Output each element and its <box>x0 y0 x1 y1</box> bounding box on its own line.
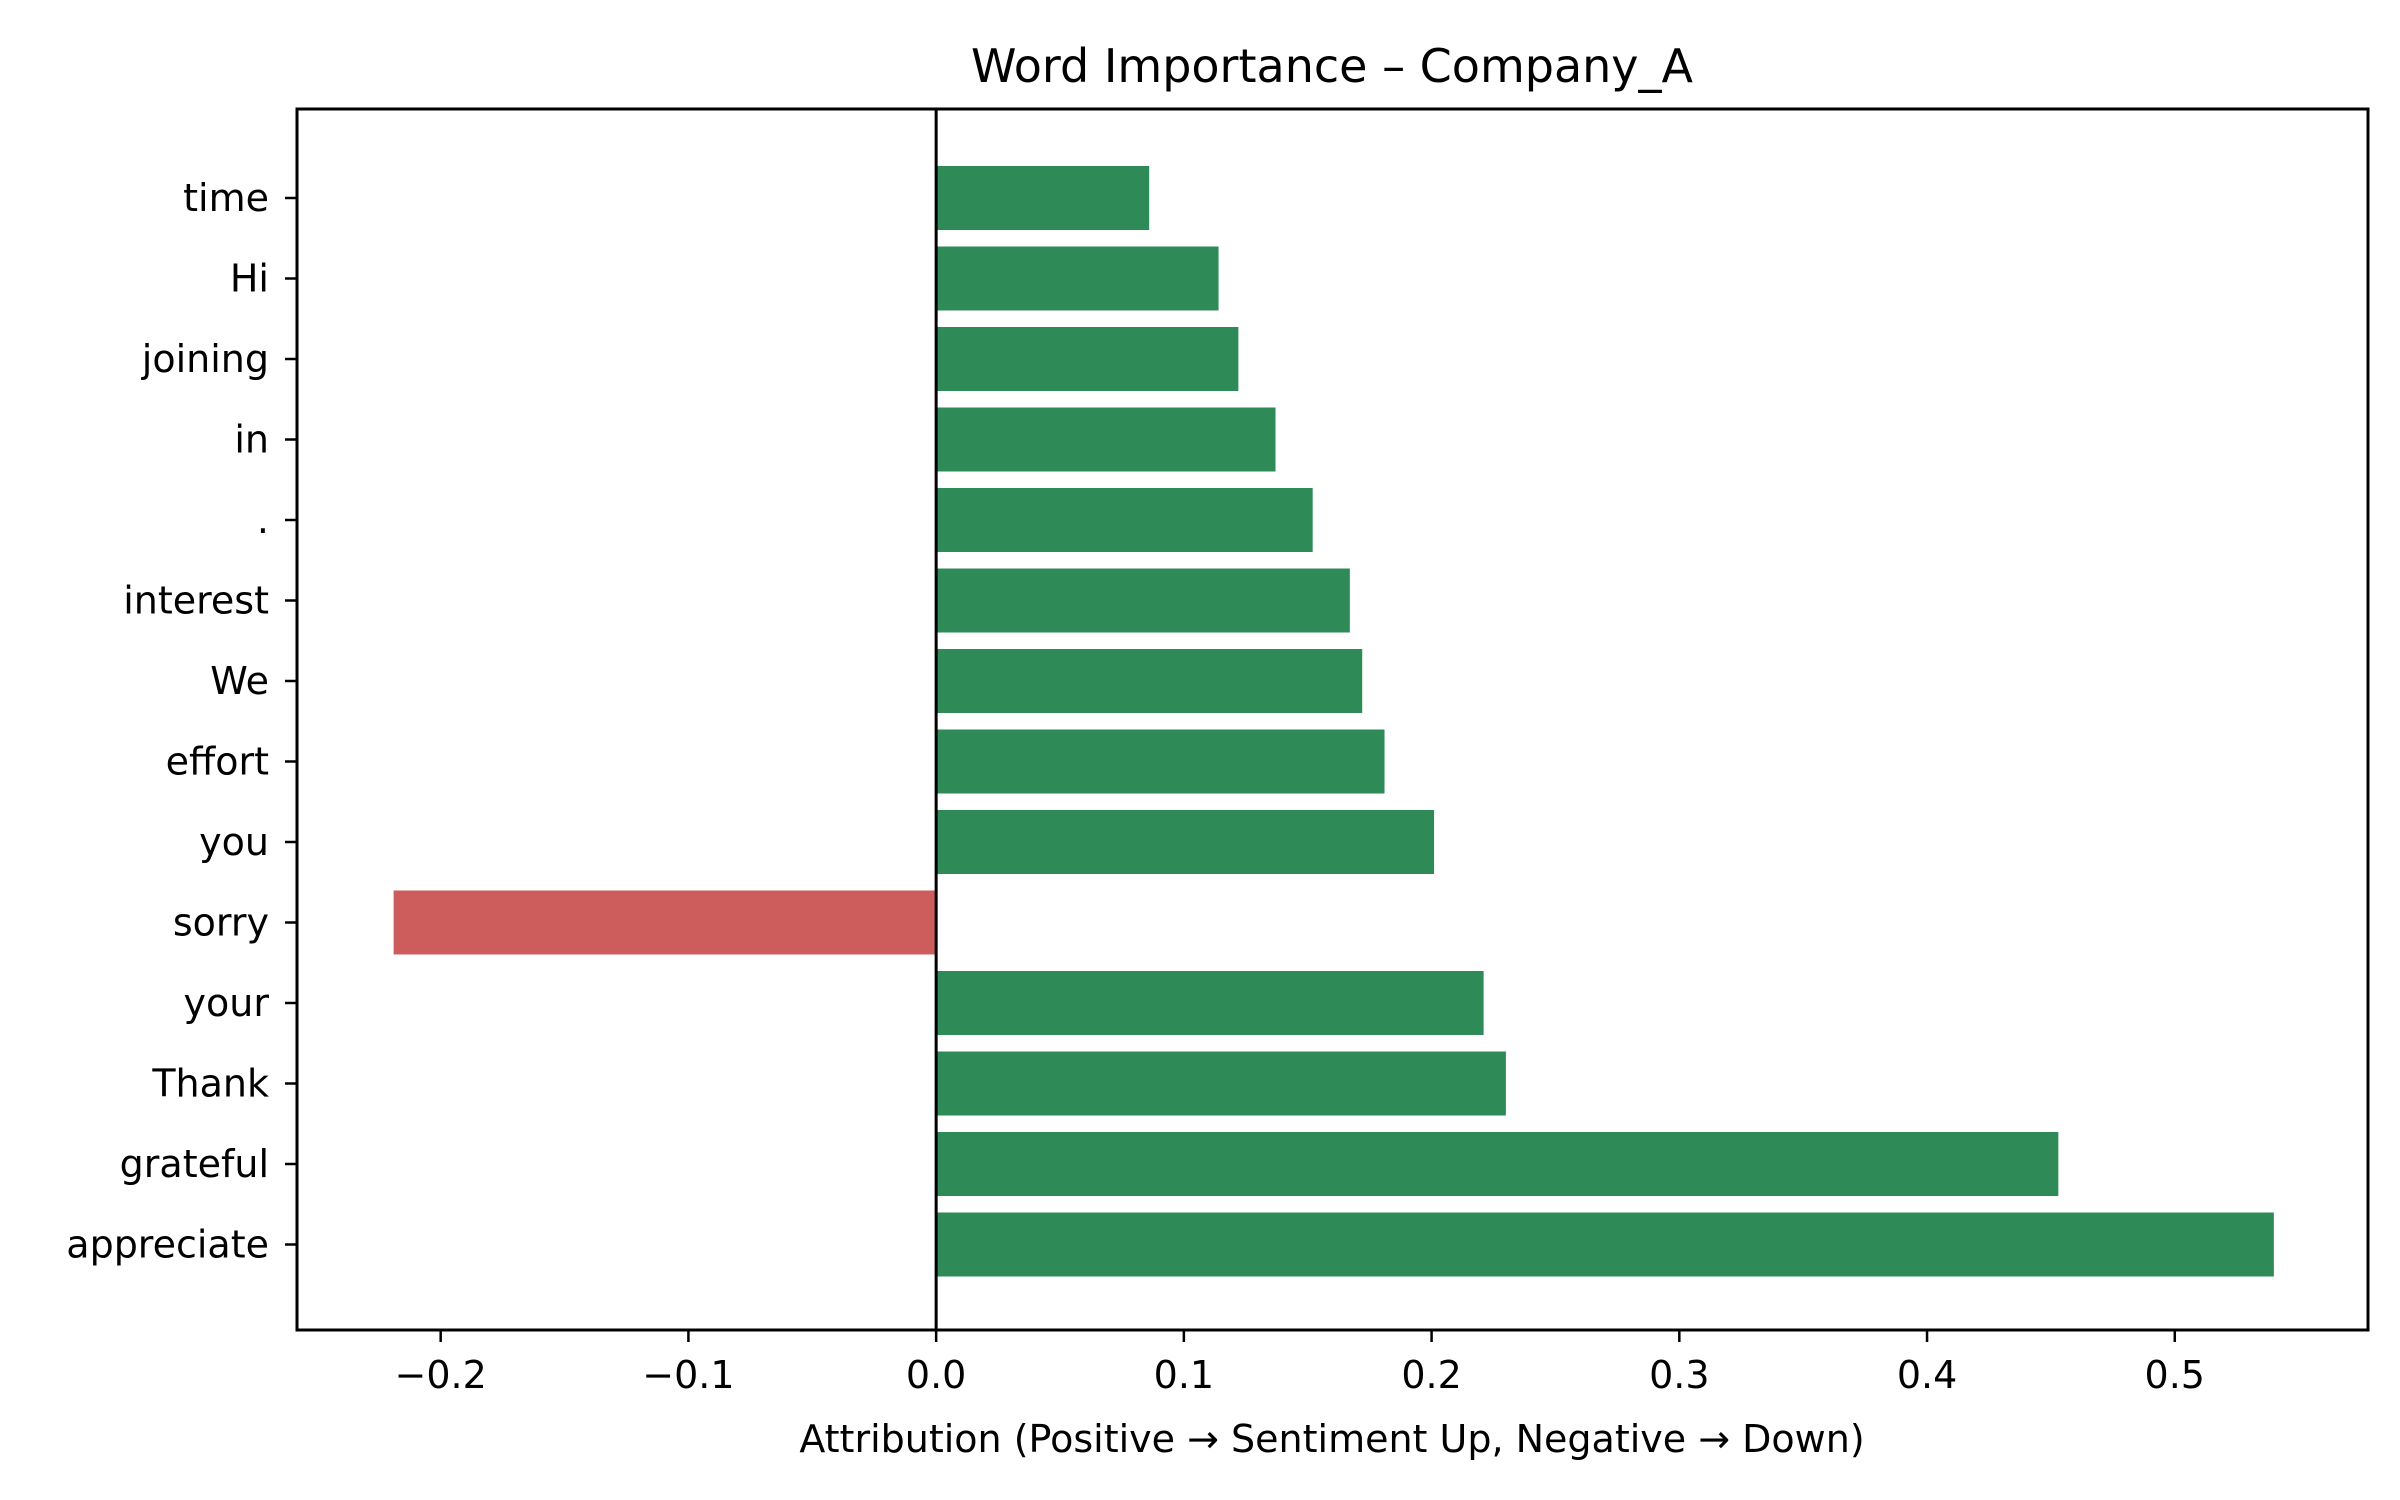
y-tick-label: interest <box>123 579 269 623</box>
y-tick-label: . <box>257 498 269 542</box>
bar-appreciate <box>936 1212 2274 1277</box>
x-tick-label: 0.4 <box>1897 1353 1957 1397</box>
bar-effort <box>936 729 1385 794</box>
y-tick-label: grateful <box>120 1142 269 1186</box>
plot-frame <box>295 107 2370 1332</box>
x-tick-label: 0.0 <box>906 1353 966 1397</box>
x-tick-label: 0.1 <box>1154 1353 1214 1397</box>
bar-you <box>936 810 1435 874</box>
bar-in <box>936 407 1276 472</box>
x-tick-label: 0.5 <box>2145 1353 2205 1397</box>
y-axis: time Hi joining in. interest We effort you sorry… <box>66 176 297 1267</box>
x-axis-label: Attribution (Positive → Sentiment Up, Ne… <box>799 1417 1864 1461</box>
y-tick-label: sorry <box>173 901 269 945</box>
y-tick-label: time <box>183 176 269 220</box>
bar-sorry <box>393 890 937 955</box>
chart-title: Word Importance – Company_A <box>971 39 1694 93</box>
bar-thank <box>936 1051 1506 1116</box>
bar-your <box>936 971 1484 1035</box>
y-tick-label: your <box>184 981 270 1025</box>
bars-group <box>393 166 2274 1277</box>
bar-period <box>936 488 1313 552</box>
bar-time <box>936 166 1150 230</box>
x-tick-label: −0.2 <box>395 1353 487 1397</box>
y-tick-label: Thank <box>151 1062 269 1106</box>
bar-grateful <box>936 1132 2059 1196</box>
bar-hi <box>936 246 1219 311</box>
x-axis: −0.2 −0.1 0.0 0.1 0.2 0.3 0.4 0.5 <box>395 1330 2205 1397</box>
x-tick-label: 0.2 <box>1401 1353 1461 1397</box>
y-tick-label: Hi <box>230 257 269 301</box>
y-tick-label: you <box>199 820 269 864</box>
y-tick-label: We <box>210 659 269 703</box>
bar-interest <box>936 568 1350 633</box>
bar-joining <box>936 327 1239 391</box>
bar-we <box>936 649 1363 713</box>
y-tick-label: in <box>234 418 269 462</box>
x-tick-label: 0.3 <box>1649 1353 1709 1397</box>
y-tick-label: appreciate <box>66 1223 269 1267</box>
y-tick-label: joining <box>141 337 269 381</box>
y-tick-label: effort <box>166 740 269 784</box>
x-tick-label: −0.1 <box>642 1353 734 1397</box>
